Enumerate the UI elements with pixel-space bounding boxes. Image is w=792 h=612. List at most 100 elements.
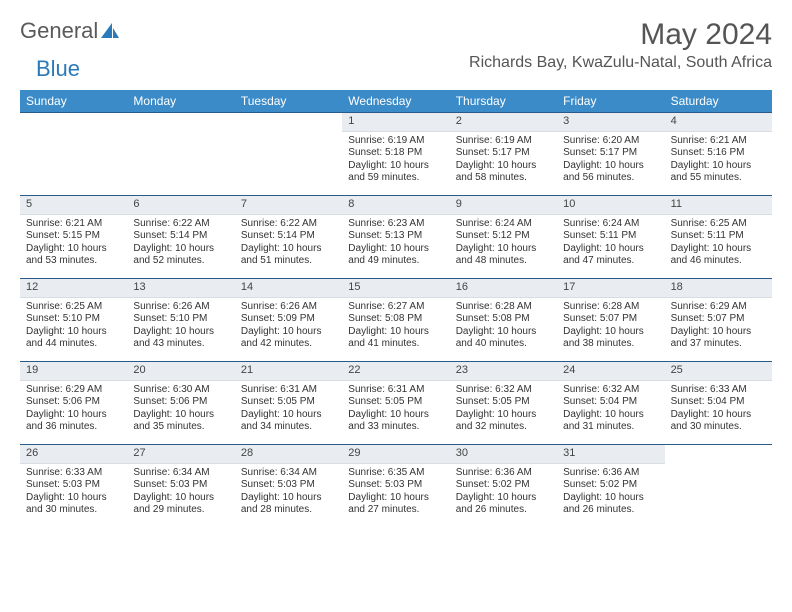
calendar-cell [235,113,342,195]
calendar-cell: 11Sunrise: 6:25 AMSunset: 5:11 PMDayligh… [665,196,772,278]
day-number: 24 [557,362,664,381]
day-number: 29 [342,445,449,464]
day-number: 27 [127,445,234,464]
day-number: 30 [450,445,557,464]
day-content: Sunrise: 6:34 AMSunset: 5:03 PMDaylight:… [127,464,234,521]
day-number: 18 [665,279,772,298]
day-header: Sunday [20,90,127,112]
day-content: Sunrise: 6:22 AMSunset: 5:14 PMDaylight:… [235,215,342,272]
day-number: 14 [235,279,342,298]
calendar-cell: 29Sunrise: 6:35 AMSunset: 5:03 PMDayligh… [342,445,449,527]
day-content: Sunrise: 6:24 AMSunset: 5:11 PMDaylight:… [557,215,664,272]
day-number: 13 [127,279,234,298]
calendar-cell: 25Sunrise: 6:33 AMSunset: 5:04 PMDayligh… [665,362,772,444]
calendar-cell: 23Sunrise: 6:32 AMSunset: 5:05 PMDayligh… [450,362,557,444]
day-number: 1 [342,113,449,132]
day-number: 15 [342,279,449,298]
calendar-cell [127,113,234,195]
calendar-cell: 17Sunrise: 6:28 AMSunset: 5:07 PMDayligh… [557,279,664,361]
day-content: Sunrise: 6:31 AMSunset: 5:05 PMDaylight:… [235,381,342,438]
day-content: Sunrise: 6:36 AMSunset: 5:02 PMDaylight:… [557,464,664,521]
day-content: Sunrise: 6:25 AMSunset: 5:11 PMDaylight:… [665,215,772,272]
day-content: Sunrise: 6:29 AMSunset: 5:07 PMDaylight:… [665,298,772,355]
calendar-cell: 30Sunrise: 6:36 AMSunset: 5:02 PMDayligh… [450,445,557,527]
day-number: 12 [20,279,127,298]
calendar-week: 5Sunrise: 6:21 AMSunset: 5:15 PMDaylight… [20,195,772,278]
day-content: Sunrise: 6:19 AMSunset: 5:17 PMDaylight:… [450,132,557,189]
calendar-cell: 21Sunrise: 6:31 AMSunset: 5:05 PMDayligh… [235,362,342,444]
day-number: 5 [20,196,127,215]
calendar-cell: 15Sunrise: 6:27 AMSunset: 5:08 PMDayligh… [342,279,449,361]
day-content: Sunrise: 6:20 AMSunset: 5:17 PMDaylight:… [557,132,664,189]
calendar-cell: 12Sunrise: 6:25 AMSunset: 5:10 PMDayligh… [20,279,127,361]
day-number: 26 [20,445,127,464]
day-header: Friday [557,90,664,112]
day-content: Sunrise: 6:21 AMSunset: 5:15 PMDaylight:… [20,215,127,272]
day-content: Sunrise: 6:24 AMSunset: 5:12 PMDaylight:… [450,215,557,272]
day-content: Sunrise: 6:25 AMSunset: 5:10 PMDaylight:… [20,298,127,355]
day-content: Sunrise: 6:21 AMSunset: 5:16 PMDaylight:… [665,132,772,189]
day-header: Monday [127,90,234,112]
day-number: 28 [235,445,342,464]
day-headers-row: SundayMondayTuesdayWednesdayThursdayFrid… [20,90,772,112]
calendar-week: 19Sunrise: 6:29 AMSunset: 5:06 PMDayligh… [20,361,772,444]
day-number: 2 [450,113,557,132]
day-number: 23 [450,362,557,381]
day-number: 25 [665,362,772,381]
day-content: Sunrise: 6:26 AMSunset: 5:09 PMDaylight:… [235,298,342,355]
day-number: 8 [342,196,449,215]
day-number: 7 [235,196,342,215]
day-number: 22 [342,362,449,381]
title-block: May 2024 Richards Bay, KwaZulu-Natal, So… [469,18,772,72]
calendar-cell: 13Sunrise: 6:26 AMSunset: 5:10 PMDayligh… [127,279,234,361]
day-content: Sunrise: 6:27 AMSunset: 5:08 PMDaylight:… [342,298,449,355]
location: Richards Bay, KwaZulu-Natal, South Afric… [469,54,772,72]
day-content: Sunrise: 6:32 AMSunset: 5:05 PMDaylight:… [450,381,557,438]
calendar-cell: 20Sunrise: 6:30 AMSunset: 5:06 PMDayligh… [127,362,234,444]
calendar-cell: 26Sunrise: 6:33 AMSunset: 5:03 PMDayligh… [20,445,127,527]
calendar-cell: 5Sunrise: 6:21 AMSunset: 5:15 PMDaylight… [20,196,127,278]
calendar-week: 1Sunrise: 6:19 AMSunset: 5:18 PMDaylight… [20,112,772,195]
day-number: 9 [450,196,557,215]
calendar-cell: 18Sunrise: 6:29 AMSunset: 5:07 PMDayligh… [665,279,772,361]
day-number: 3 [557,113,664,132]
day-number: 16 [450,279,557,298]
day-number: 4 [665,113,772,132]
calendar-cell: 27Sunrise: 6:34 AMSunset: 5:03 PMDayligh… [127,445,234,527]
calendar-cell: 2Sunrise: 6:19 AMSunset: 5:17 PMDaylight… [450,113,557,195]
day-content: Sunrise: 6:35 AMSunset: 5:03 PMDaylight:… [342,464,449,521]
day-number: 11 [665,196,772,215]
day-header: Saturday [665,90,772,112]
logo-text-2: Blue [36,56,80,82]
calendar-cell: 28Sunrise: 6:34 AMSunset: 5:03 PMDayligh… [235,445,342,527]
day-content: Sunrise: 6:36 AMSunset: 5:02 PMDaylight:… [450,464,557,521]
day-content: Sunrise: 6:30 AMSunset: 5:06 PMDaylight:… [127,381,234,438]
calendar-cell: 7Sunrise: 6:22 AMSunset: 5:14 PMDaylight… [235,196,342,278]
calendar-cell [20,113,127,195]
day-header: Thursday [450,90,557,112]
day-content: Sunrise: 6:33 AMSunset: 5:03 PMDaylight:… [20,464,127,521]
day-content: Sunrise: 6:22 AMSunset: 5:14 PMDaylight:… [127,215,234,272]
day-header: Wednesday [342,90,449,112]
day-content: Sunrise: 6:28 AMSunset: 5:07 PMDaylight:… [557,298,664,355]
calendar-cell: 6Sunrise: 6:22 AMSunset: 5:14 PMDaylight… [127,196,234,278]
calendar-cell: 22Sunrise: 6:31 AMSunset: 5:05 PMDayligh… [342,362,449,444]
day-content: Sunrise: 6:31 AMSunset: 5:05 PMDaylight:… [342,381,449,438]
calendar-week: 26Sunrise: 6:33 AMSunset: 5:03 PMDayligh… [20,444,772,527]
logo-text-1: General [20,18,98,44]
calendar-cell: 10Sunrise: 6:24 AMSunset: 5:11 PMDayligh… [557,196,664,278]
calendar-cell: 3Sunrise: 6:20 AMSunset: 5:17 PMDaylight… [557,113,664,195]
calendar-cell: 31Sunrise: 6:36 AMSunset: 5:02 PMDayligh… [557,445,664,527]
day-content: Sunrise: 6:28 AMSunset: 5:08 PMDaylight:… [450,298,557,355]
day-content: Sunrise: 6:33 AMSunset: 5:04 PMDaylight:… [665,381,772,438]
calendar-cell: 24Sunrise: 6:32 AMSunset: 5:04 PMDayligh… [557,362,664,444]
day-number: 17 [557,279,664,298]
calendar-week: 12Sunrise: 6:25 AMSunset: 5:10 PMDayligh… [20,278,772,361]
month-title: May 2024 [469,18,772,52]
calendar-cell [665,445,772,527]
day-header: Tuesday [235,90,342,112]
calendar-cell: 1Sunrise: 6:19 AMSunset: 5:18 PMDaylight… [342,113,449,195]
calendar-cell: 16Sunrise: 6:28 AMSunset: 5:08 PMDayligh… [450,279,557,361]
day-number: 20 [127,362,234,381]
calendar-cell: 9Sunrise: 6:24 AMSunset: 5:12 PMDaylight… [450,196,557,278]
